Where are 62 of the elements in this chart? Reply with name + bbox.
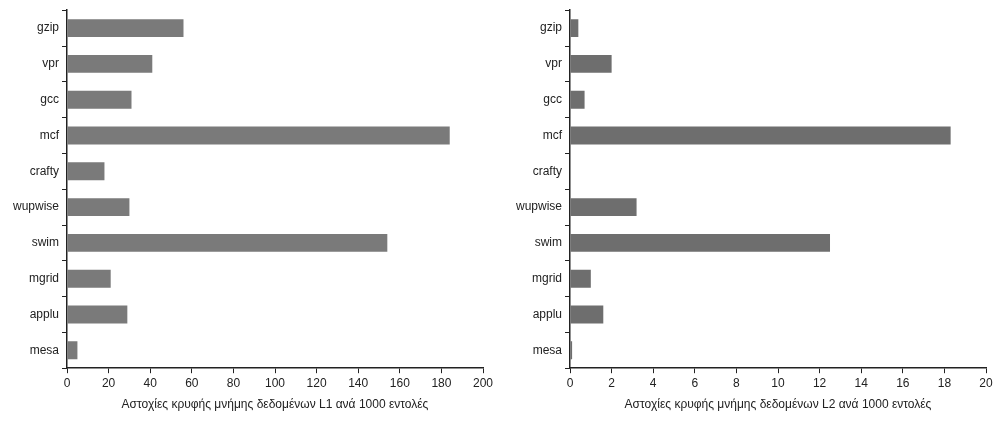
x-tick-label: 2 [608, 375, 616, 390]
y-tick-label: mesa [532, 342, 563, 357]
x-axis-title: Αστοχίες κρυφής μνήμης δεδομένων L1 ανά 1000 εντολές [121, 397, 429, 412]
y-tick-label: vpr [42, 56, 60, 71]
y-tick-label: gcc [40, 92, 60, 107]
bar [67, 269, 111, 288]
y-tick-label: wupwise [11, 199, 60, 214]
x-tick-label: 16 [896, 375, 910, 390]
y-tick-label: gcc [543, 92, 563, 107]
x-tick-label: 12 [812, 375, 827, 390]
y-tick-label: vpr [545, 56, 563, 71]
x-tick-label: 180 [431, 375, 452, 390]
y-tick-label: mesa [29, 342, 60, 357]
y-tick-label: gzip [37, 20, 60, 35]
x-tick-label: 120 [306, 375, 327, 390]
bar [67, 162, 105, 181]
bar [67, 233, 388, 252]
y-tick-label: mgrid [532, 271, 563, 286]
x-tick-label: 10 [771, 375, 785, 390]
bar [570, 54, 612, 73]
x-tick-label: 14 [854, 375, 869, 390]
bar [570, 126, 951, 145]
x-tick-label: 18 [937, 375, 952, 390]
x-tick-label: 40 [143, 375, 158, 390]
x-axis-title: Αστοχίες κρυφής μνήμης δεδομένων L2 ανά 1000 εντολές [624, 397, 932, 412]
y-tick-label: swim [31, 235, 60, 250]
x-tick-label: 0 [63, 375, 71, 390]
bar [67, 19, 184, 38]
x-tick-label: 140 [348, 375, 369, 390]
y-tick-label: applu [29, 306, 60, 321]
bar [67, 126, 450, 145]
x-tick-label: 160 [389, 375, 411, 390]
y-tick-label: crafty [29, 163, 60, 178]
bar [67, 90, 132, 109]
y-tick-label: wupwise [514, 199, 563, 214]
x-tick-label: 80 [226, 375, 241, 390]
y-tick-label: mcf [39, 127, 60, 142]
y-tick-label: mgrid [29, 271, 60, 286]
x-tick-label: 20 [979, 375, 993, 390]
bar [570, 198, 637, 217]
y-tick-label: crafty [532, 163, 563, 178]
bar [67, 54, 153, 73]
bar [570, 305, 604, 324]
x-tick-label: 60 [185, 375, 199, 390]
y-tick-label: gzip [540, 20, 563, 35]
x-tick-label: 6 [691, 375, 699, 390]
bar [67, 198, 130, 217]
bar [570, 269, 591, 288]
bar [570, 90, 585, 109]
x-tick-label: 4 [649, 375, 657, 390]
bar [67, 341, 78, 360]
bar [570, 19, 579, 38]
y-tick-label: applu [532, 306, 563, 321]
y-tick-label: swim [534, 235, 563, 250]
bar [570, 233, 831, 252]
bar [67, 305, 128, 324]
x-tick-label: 0 [566, 375, 574, 390]
x-tick-label: 100 [264, 375, 286, 390]
x-tick-label: 200 [472, 375, 494, 390]
x-tick-label: 8 [733, 375, 741, 390]
y-tick-label: mcf [542, 127, 563, 142]
x-tick-label: 20 [101, 375, 116, 390]
